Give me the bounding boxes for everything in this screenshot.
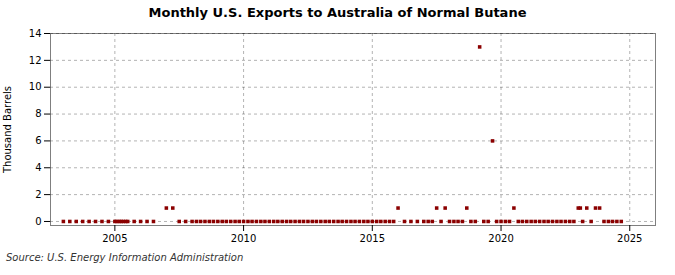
svg-text:2025: 2025 <box>617 233 642 244</box>
svg-text:4: 4 <box>35 162 41 173</box>
svg-text:8: 8 <box>35 108 41 119</box>
svg-text:Thousand Barrels: Thousand Barrels <box>2 86 13 174</box>
html-text:Source: U.S. Energy Informatio: Source: U.S. Energy Information Administ… <box>6 252 244 263</box>
svg-text:2020: 2020 <box>488 233 513 244</box>
svg-text:14: 14 <box>29 28 42 39</box>
svg-text:0: 0 <box>35 216 41 227</box>
svg-text:2015: 2015 <box>360 233 385 244</box>
svg-text:12: 12 <box>29 55 42 66</box>
svg-text:6: 6 <box>35 135 41 146</box>
svg-text:2: 2 <box>35 189 41 200</box>
svg-text:2005: 2005 <box>102 233 127 244</box>
html-text:Monthly U.S. Exports to Austra: Monthly U.S. Exports to Australia of Nor… <box>148 5 527 20</box>
svg-text:2010: 2010 <box>231 233 256 244</box>
svg-text:10: 10 <box>29 81 42 92</box>
